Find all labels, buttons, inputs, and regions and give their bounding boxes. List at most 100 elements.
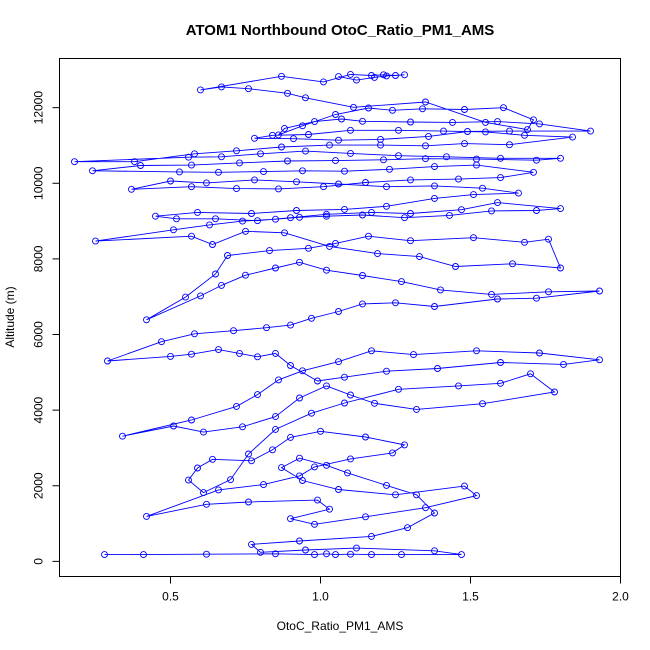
data-point: [341, 205, 348, 213]
data-point: [335, 486, 342, 493]
data-point: [446, 211, 453, 219]
data-point: [254, 391, 261, 399]
x-axis-label: OtoC_Ratio_PM1_AMS: [277, 619, 404, 633]
data-point: [278, 464, 285, 472]
data-point: [188, 350, 195, 358]
data-point: [194, 464, 201, 472]
data-point: [335, 308, 342, 315]
data-point: [395, 126, 402, 134]
data-point: [341, 399, 348, 407]
series-line: [74, 73, 600, 556]
data-point: [308, 314, 315, 322]
data-point: [398, 551, 405, 559]
data-point: [263, 324, 270, 332]
data-point: [347, 550, 354, 558]
data-point: [272, 413, 279, 421]
data-point: [335, 180, 342, 188]
data-point: [494, 118, 501, 126]
y-tick-label: 0: [32, 558, 46, 565]
data-point: [347, 455, 354, 463]
data-point: [299, 122, 306, 130]
data-point: [254, 217, 261, 225]
data-point: [170, 226, 177, 234]
data-point: [545, 235, 552, 243]
data-point: [560, 360, 567, 368]
data-point: [272, 550, 279, 558]
data-point: [431, 163, 438, 171]
data-point: [431, 182, 438, 190]
data-point: [275, 131, 282, 139]
data-point: [212, 270, 219, 278]
data-point: [509, 260, 516, 268]
data-point: [317, 427, 324, 435]
data-point: [437, 286, 444, 294]
data-point: [389, 106, 396, 114]
data-point: [398, 278, 405, 286]
data-point: [101, 551, 108, 559]
data-point: [368, 532, 375, 540]
data-point: [401, 214, 408, 222]
data-point: [251, 134, 258, 142]
data-point: [278, 72, 285, 80]
data-point: [401, 71, 408, 79]
data-point: [347, 126, 354, 134]
data-point: [350, 103, 357, 111]
data-point: [89, 167, 96, 175]
data-point: [188, 183, 195, 191]
data-point: [311, 118, 318, 126]
data-point: [413, 491, 420, 499]
y-axis: 0 2000 4000 6000 8000 10000 12000: [32, 91, 60, 565]
data-point: [422, 155, 429, 163]
data-point: [383, 72, 390, 80]
data-point: [377, 135, 384, 143]
data-point: [323, 382, 330, 390]
data-point: [272, 349, 279, 357]
data-point: [383, 202, 390, 210]
data-point: [557, 154, 564, 162]
data-point: [293, 207, 300, 214]
y-tick-label: 10000: [32, 166, 46, 200]
data-point: [383, 367, 390, 375]
data-point: [551, 388, 558, 396]
data-point: [335, 73, 342, 81]
data-point: [341, 167, 348, 175]
data-point: [293, 178, 300, 186]
data-point: [473, 347, 480, 355]
data-point: [425, 132, 432, 140]
data-point: [167, 352, 174, 360]
data-point: [209, 241, 216, 248]
data-point: [569, 133, 576, 141]
data-point: [422, 98, 429, 106]
y-tick-label: 8000: [32, 245, 46, 272]
data-point: [359, 117, 366, 125]
data-point: [326, 505, 333, 513]
data-point: [296, 258, 303, 266]
data-point: [269, 446, 276, 454]
data-point: [200, 489, 207, 497]
data-point: [416, 253, 423, 261]
data-point: [323, 550, 330, 558]
data-point: [368, 347, 375, 355]
data-point: [272, 215, 279, 223]
data-point: [188, 161, 195, 169]
data-point: [287, 433, 294, 441]
data-point: [248, 540, 255, 548]
data-point: [482, 118, 489, 126]
data-point: [287, 362, 294, 369]
data-point: [275, 185, 282, 193]
data-point: [500, 104, 507, 112]
data-point: [494, 199, 501, 207]
data-point: [521, 238, 528, 246]
data-point: [335, 136, 342, 144]
data-point: [311, 463, 318, 471]
data-point: [188, 416, 195, 424]
data-point: [92, 237, 99, 245]
x-tick-label: 0.5: [162, 590, 179, 604]
y-axis-label: Altitude (m): [3, 286, 17, 347]
data-point: [545, 288, 552, 296]
plot-area: [59, 58, 621, 577]
data-point: [197, 292, 204, 300]
data-point: [215, 486, 222, 494]
data-point: [596, 356, 603, 364]
data-point: [218, 281, 225, 289]
